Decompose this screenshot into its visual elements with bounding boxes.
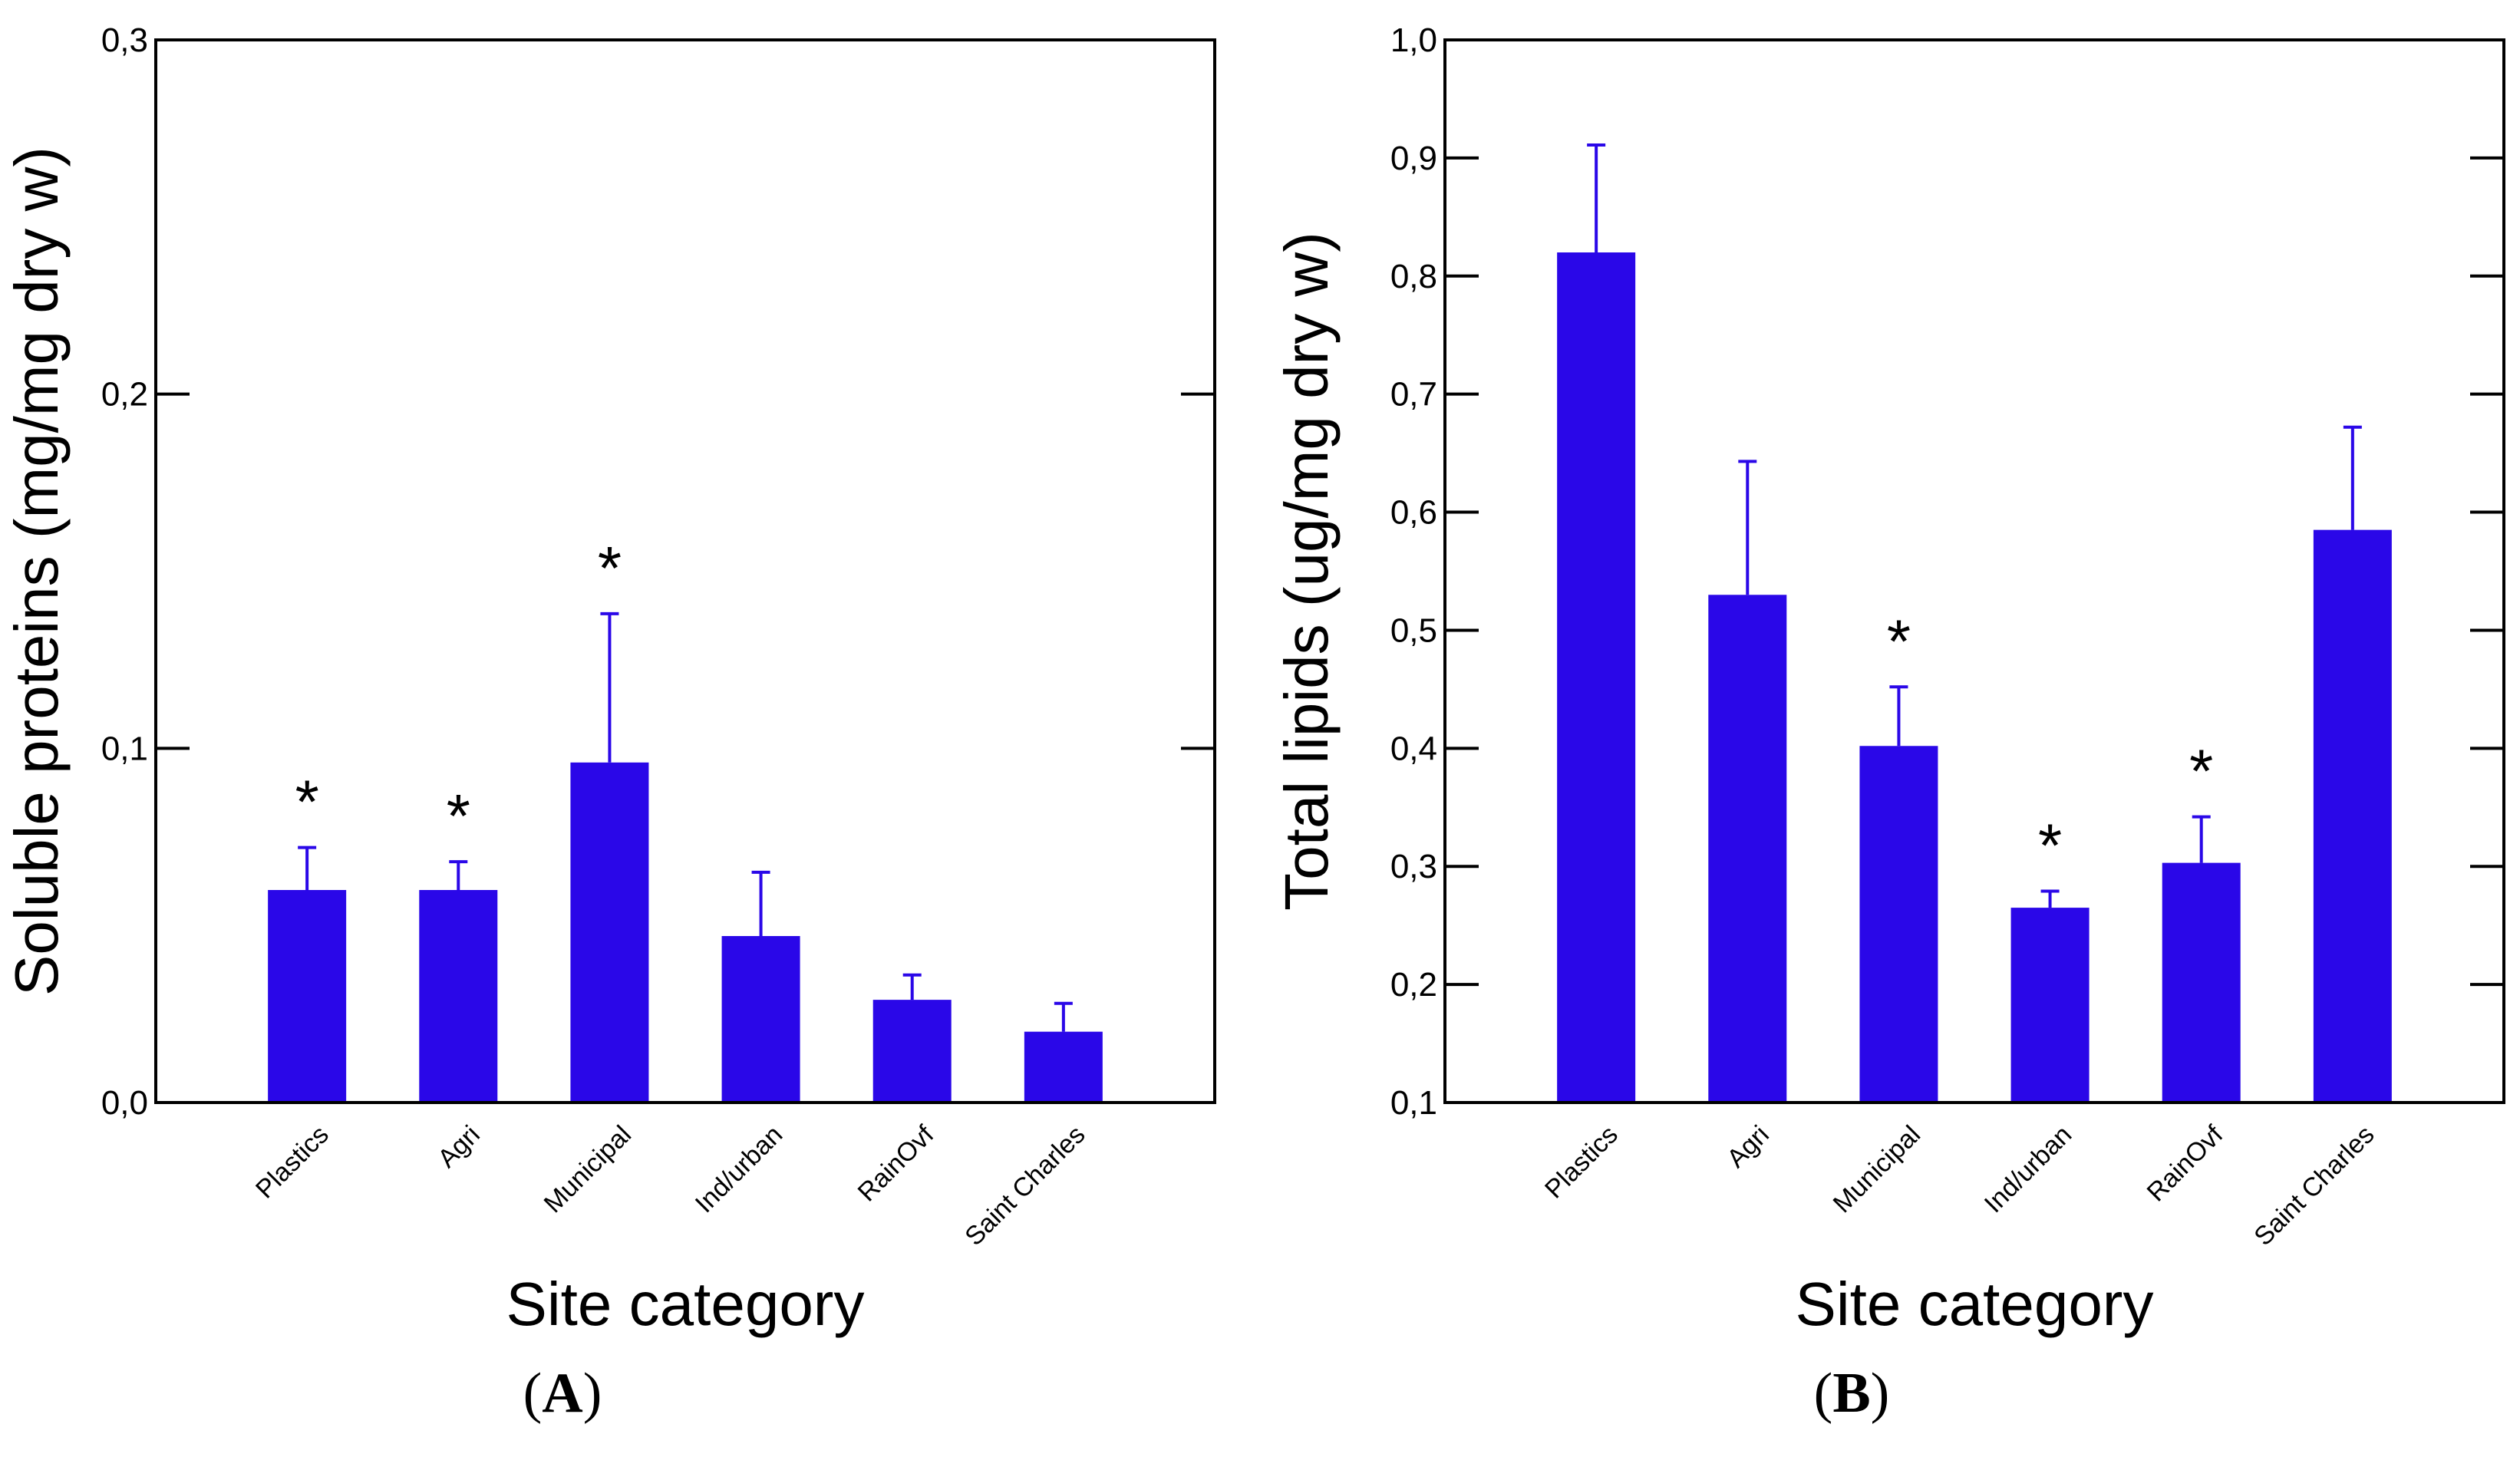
y-tick-label-7: 0,8 bbox=[1390, 258, 1437, 295]
bar-0 bbox=[268, 890, 347, 1103]
y-tick-label-6: 0,7 bbox=[1390, 376, 1437, 414]
y-axis-title: Total lipids (ug/mg dry w) bbox=[1272, 232, 1341, 911]
category-label-0: Plastics bbox=[1539, 1120, 1624, 1205]
y-tick-label-5: 0,6 bbox=[1390, 494, 1437, 532]
significance-marker-2: * bbox=[598, 534, 622, 602]
panel-letter: B bbox=[1832, 1362, 1870, 1425]
bar-5 bbox=[1024, 1031, 1103, 1103]
category-label-4: RainOvf bbox=[2142, 1119, 2229, 1207]
panel-label: (B) bbox=[1814, 1362, 1890, 1425]
significance-marker-2: * bbox=[1887, 607, 1911, 675]
y-tick-label-0: 0,1 bbox=[1390, 1084, 1437, 1122]
bar-3 bbox=[2010, 908, 2090, 1103]
plot-frame bbox=[1443, 38, 2505, 1104]
y-tick-label-2: 0,2 bbox=[101, 376, 148, 414]
y-tick-label-8: 0,9 bbox=[1390, 140, 1437, 177]
plot-frame bbox=[154, 38, 1216, 1104]
category-label-1: Agri bbox=[1721, 1120, 1775, 1174]
y-axis-title: Soluble proteins (mg/mg dry w) bbox=[2, 147, 71, 996]
category-label-3: Ind/urban bbox=[1979, 1120, 2077, 1218]
significance-marker-1: * bbox=[447, 782, 470, 850]
panel-b: Plastics Agri * Municipal * Ind/urban * RainOvf… bbox=[1272, 21, 2505, 1425]
y-tick-label-2: 0,3 bbox=[1390, 848, 1437, 885]
significance-marker-0: * bbox=[295, 768, 319, 836]
bar-4 bbox=[2162, 862, 2241, 1103]
bar-1 bbox=[1708, 595, 1787, 1103]
x-axis-title: Site category bbox=[1796, 1270, 2154, 1338]
category-label-0: Plastics bbox=[250, 1120, 335, 1205]
significance-marker-3: * bbox=[2038, 812, 2062, 880]
y-tick-label-0: 0,0 bbox=[101, 1084, 148, 1122]
category-label-4: RainOvf bbox=[853, 1119, 940, 1207]
category-label-5: Saint Charles bbox=[2248, 1120, 2380, 1251]
bar-5 bbox=[2313, 529, 2392, 1103]
panel-a: * Plastics * Agri * Municipal Ind/urban RainOvf… bbox=[2, 21, 1216, 1425]
panel-letter: A bbox=[542, 1362, 582, 1425]
bar-0 bbox=[1557, 252, 1636, 1103]
y-tick-label-1: 0,1 bbox=[101, 730, 148, 767]
bar-4 bbox=[872, 1000, 952, 1103]
category-label-2: Municipal bbox=[539, 1120, 637, 1218]
y-tick-label-3: 0,3 bbox=[101, 21, 148, 59]
bar-2 bbox=[570, 762, 649, 1103]
category-label-1: Agri bbox=[432, 1120, 486, 1174]
bar-3 bbox=[721, 936, 800, 1103]
x-axis-title: Site category bbox=[506, 1270, 865, 1338]
category-label-5: Saint Charles bbox=[959, 1120, 1090, 1251]
category-label-3: Ind/urban bbox=[690, 1120, 788, 1218]
panel-label: (A) bbox=[523, 1362, 602, 1425]
y-tick-label-9: 1,0 bbox=[1390, 21, 1437, 59]
significance-marker-4: * bbox=[2189, 737, 2213, 806]
y-tick-label-3: 0,4 bbox=[1390, 730, 1437, 767]
y-tick-label-1: 0,2 bbox=[1390, 966, 1437, 1004]
y-tick-label-4: 0,5 bbox=[1390, 611, 1437, 649]
bar-1 bbox=[419, 890, 498, 1103]
category-label-2: Municipal bbox=[1828, 1120, 1926, 1218]
bar-2 bbox=[1859, 746, 1938, 1103]
